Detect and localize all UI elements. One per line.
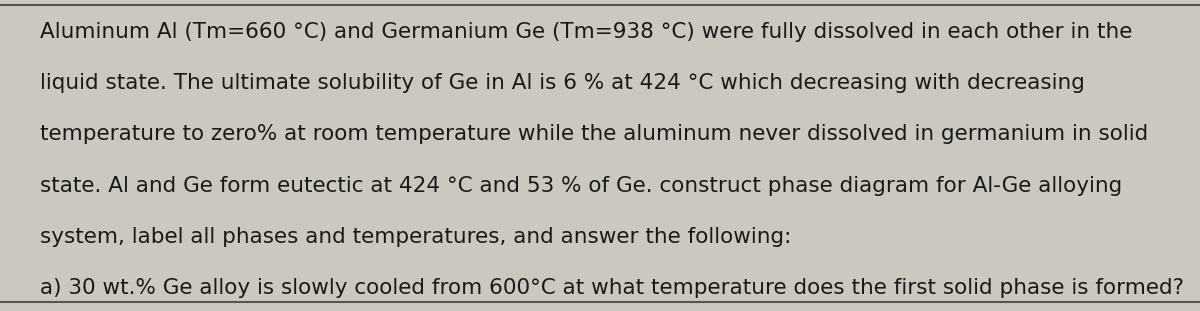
- Text: system, label all phases and temperatures, and answer the following:: system, label all phases and temperature…: [40, 227, 791, 247]
- Text: liquid state. The ultimate solubility of Ge in Al is 6 % at 424 °C which decreas: liquid state. The ultimate solubility of…: [40, 73, 1085, 93]
- Text: temperature to zero% at room temperature while the aluminum never dissolved in g: temperature to zero% at room temperature…: [40, 124, 1148, 144]
- Text: Aluminum Al (Tm=660 °C) and Germanium Ge (Tm=938 °C) were fully dissolved in eac: Aluminum Al (Tm=660 °C) and Germanium Ge…: [40, 22, 1132, 42]
- Text: a) 30 wt.% Ge alloy is slowly cooled from 600°C at what temperature does the fir: a) 30 wt.% Ge alloy is slowly cooled fro…: [40, 278, 1183, 298]
- Text: state. Al and Ge form eutectic at 424 °C and 53 % of Ge. construct phase diagram: state. Al and Ge form eutectic at 424 °C…: [40, 176, 1122, 196]
